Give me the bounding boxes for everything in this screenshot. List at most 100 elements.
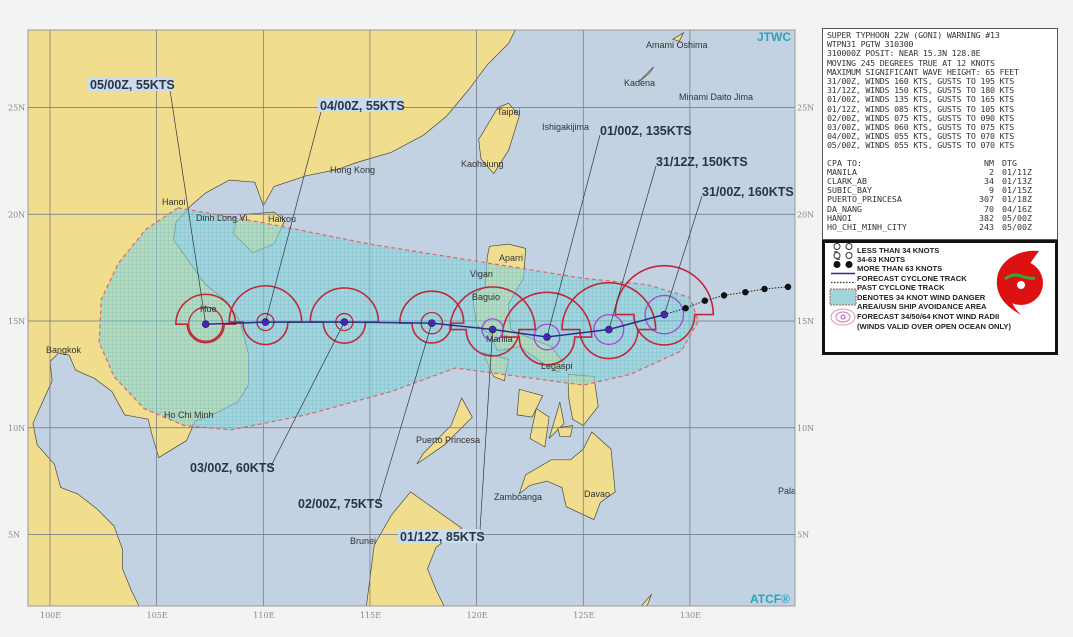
legend: LESS THAN 34 KNOTS 34-63 KNOTS MORE THAN 6…	[822, 240, 1058, 355]
lon-label: 115E	[360, 611, 381, 620]
cpa-dtg: 01/15Z	[1002, 185, 1032, 196]
cpa-distance-nm: 70	[984, 203, 994, 214]
legend-item: AREA/USN SHIP AVOIDANCE AREA	[829, 302, 1051, 311]
city-label: Ishigakijima	[542, 122, 589, 132]
cpa-distance-nm: 307	[979, 194, 994, 205]
leader-line	[169, 89, 207, 325]
city-label: Zamboanga	[494, 492, 542, 502]
leader-line	[546, 134, 601, 338]
warning-line: 01/00Z, WINDS 135 KTS, GUSTS TO 165 KTS	[827, 94, 1015, 105]
lon-label: 120E	[467, 611, 488, 620]
cpa-distance-nm: 2	[989, 166, 994, 177]
danger-area	[98, 207, 700, 431]
city-label: Aparri	[499, 253, 523, 263]
forecast-track-line	[205, 313, 665, 338]
legend-label: (WINDS VALID OVER OPEN OCEAN ONLY)	[857, 321, 1011, 331]
leader-line	[608, 165, 657, 330]
legend-label: 34-63 KNOTS	[857, 255, 906, 265]
wind-radius-34kt	[614, 264, 715, 346]
cpa-row: MANILA 2 01/11Z	[827, 166, 1053, 177]
past-position-marker	[720, 292, 728, 299]
leader-line	[479, 329, 493, 531]
city-label: Amami Oshima	[646, 40, 708, 50]
city-label: Minami Daito Jima	[679, 92, 753, 102]
leader-line	[663, 195, 703, 315]
past-position-marker	[701, 297, 709, 304]
city-label: Kaohsiung	[461, 159, 504, 169]
warning-text-box: SUPER TYPHOON 22W (GONI) WARNING #13 WTPN…	[822, 28, 1058, 240]
lat-label-right: 20N	[797, 210, 814, 219]
city-label: Hong Kong	[330, 165, 375, 175]
land-mindanao	[518, 431, 616, 521]
cpa-dtg: 05/00Z	[1002, 212, 1032, 223]
warning-line: 03/00Z, WINDS 060 KTS, GUSTS TO 075 KTS	[827, 122, 1015, 133]
cpa-location: CPA TO:	[827, 157, 862, 168]
cpa-location: MANILA	[827, 166, 857, 177]
lat-label-right: 10N	[797, 424, 814, 433]
cpa-distance-nm: 9	[989, 185, 994, 196]
land-bohol	[557, 425, 574, 437]
cpa-row: HANOI 382 05/00Z	[827, 212, 1053, 223]
cpa-dtg: 04/16Z	[1002, 203, 1032, 214]
city-label: Taipei	[497, 107, 521, 117]
lat-label-right: 15N	[797, 317, 814, 326]
land-palawan	[416, 397, 473, 465]
city-label: Davao	[584, 489, 610, 499]
jtwc-logo-icon	[996, 250, 1043, 315]
land-cebu	[548, 402, 565, 439]
wind-radius-inner	[593, 313, 625, 346]
warning-line: 31/00Z, WINDS 160 KTS, GUSTS TO 195 KTS	[827, 76, 1015, 87]
cpa-location: HO_CHI_MINH_CITY	[827, 222, 907, 233]
past-position-marker	[784, 283, 792, 291]
city-label: Manila	[486, 334, 513, 344]
wind-radius-34kt	[309, 287, 380, 344]
city-label: Dinh Long Vi	[196, 213, 247, 223]
forecast-label-04-00z: 04/00Z, 55KTS	[320, 99, 405, 113]
legend-label: MORE THAN 63 KNOTS	[857, 264, 943, 274]
city-label: Hue	[200, 304, 217, 314]
lat-label-left: 25N	[8, 104, 25, 113]
cpa-distance-nm: 243	[979, 222, 994, 233]
city-label: Haikou	[268, 214, 296, 224]
cpa-table: CPA TO: NM DTG MANILA 2 01/11Z CLARK_AB 34 01/13…	[827, 157, 1053, 233]
forecast-label-02-00z: 02/00Z, 75KTS	[298, 497, 383, 511]
cpa-location: DA_NANG	[827, 203, 862, 214]
warning-line: 310000Z POSIT: NEAR 15.3N 128.8E	[827, 48, 981, 59]
cpa-location: PUERTO_PRINCESA	[827, 194, 902, 205]
wind-radius-34kt	[228, 285, 303, 346]
legend-item: 34-63 KNOTS	[829, 250, 1051, 265]
city-label: Ho Chi Minh	[164, 410, 214, 420]
legend-item: DENOTES 34 KNOT WIND DANGER	[829, 288, 1051, 306]
wind-radius-34kt	[399, 290, 465, 344]
past-track-dotted-icon	[829, 278, 857, 296]
city-labels: Amami Oshima Kadena Minami Daito Jima Taipe…	[46, 40, 796, 546]
land-okinawa	[638, 66, 654, 83]
lat-label-left: 20N	[8, 210, 25, 219]
cpa-row: CLARK_AB 34 01/13Z	[827, 176, 1053, 187]
past-position-marker	[682, 304, 689, 312]
city-label: Brunei	[350, 536, 376, 546]
forecast-label-01-00z: 01/00Z, 135KTS	[600, 124, 692, 138]
lon-label: 100E	[40, 611, 61, 620]
land-borneo	[366, 491, 463, 606]
less-than-34-knots-icon	[829, 242, 857, 260]
legend-label: LESS THAN 34 KNOTS	[857, 246, 940, 255]
wind-radius-inner	[533, 323, 561, 351]
forecast-label-01-12z: 01/12Z, 85KTS	[400, 530, 485, 544]
past-position-marker	[742, 288, 749, 296]
lat-label-left: 5N	[8, 531, 20, 540]
legend-label: AREA/USN SHIP AVOIDANCE AREA	[857, 302, 987, 312]
legend-item: (WINDS VALID OVER OPEN OCEAN ONLY)	[829, 322, 1051, 331]
wind-radii-icon	[829, 308, 857, 326]
wind-radius-34kt	[449, 286, 536, 357]
warning-line: MAXIMUM SIGNIFICANT WAVE HEIGHT: 65 FEET	[827, 66, 1019, 77]
legend-label: FORECAST 34/50/64 KNOT WIND RADII	[857, 312, 1000, 322]
legend-label: DENOTES 34 KNOT WIND DANGER	[857, 292, 986, 302]
wind-radii	[175, 264, 715, 366]
cpa-location: CLARK_AB	[827, 176, 867, 187]
cpa-distance-nm: NM	[984, 157, 994, 168]
wind-radius-inner	[644, 294, 685, 335]
city-label: Kadena	[624, 78, 655, 88]
cpa-dtg: DTG	[1002, 157, 1017, 168]
